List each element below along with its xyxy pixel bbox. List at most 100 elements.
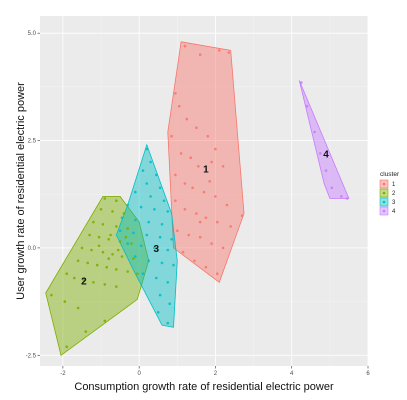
point-cluster-3 (153, 208, 156, 211)
point-cluster-2 (132, 257, 135, 260)
point-cluster-4 (340, 195, 343, 198)
point-cluster-1 (176, 229, 179, 232)
cluster-hull-1 (167, 41, 245, 283)
point-cluster-2 (90, 248, 93, 252)
point-cluster-1 (183, 44, 187, 48)
point-cluster-4 (324, 169, 328, 172)
y-axis-title: User growth rate of residential electric… (15, 82, 27, 300)
point-cluster-2 (115, 285, 118, 288)
cluster-label-1: 1 (203, 165, 209, 176)
x-tick-label: 4 (290, 371, 294, 377)
point-cluster-4 (330, 186, 334, 190)
point-cluster-1 (198, 235, 202, 239)
point-cluster-2 (63, 300, 67, 303)
point-cluster-3 (155, 276, 158, 280)
point-cluster-2 (84, 330, 88, 333)
x-tick-label: 2 (214, 371, 218, 377)
legend-key-point-2 (382, 191, 386, 195)
cluster-label-3: 3 (154, 244, 160, 255)
y-tick-label: 0.0 (28, 246, 37, 252)
legend-title: cluster (380, 171, 400, 178)
legend-label-1: 1 (392, 182, 396, 188)
point-cluster-2 (116, 248, 120, 252)
point-cluster-1 (198, 220, 202, 224)
point-cluster-2 (109, 233, 112, 237)
point-cluster-2 (126, 270, 129, 273)
point-cluster-2 (103, 197, 107, 200)
point-cluster-1 (221, 246, 225, 250)
point-cluster-4 (319, 152, 322, 155)
point-cluster-2 (111, 210, 114, 213)
point-cluster-2 (97, 244, 101, 248)
point-cluster-3 (160, 223, 164, 226)
legend-key-point-1 (382, 182, 386, 186)
legend: cluster 1 2 3 4 (379, 171, 400, 216)
point-cluster-2 (115, 268, 118, 271)
point-cluster-1 (208, 180, 211, 183)
point-cluster-1 (206, 134, 210, 138)
point-cluster-2 (124, 235, 128, 239)
point-cluster-1 (225, 203, 229, 207)
point-cluster-3 (158, 186, 162, 190)
point-cluster-1 (179, 152, 183, 155)
point-cluster-3 (145, 233, 149, 237)
point-cluster-2 (107, 257, 110, 260)
point-cluster-1 (174, 199, 177, 202)
point-cluster-3 (118, 229, 122, 232)
point-cluster-3 (134, 255, 137, 258)
point-cluster-2 (101, 250, 105, 254)
y-tick-label: 2.5 (28, 139, 37, 145)
point-cluster-3 (149, 195, 152, 198)
point-cluster-3 (139, 244, 143, 248)
y-tick-label: -2.5 (26, 353, 37, 359)
point-cluster-2 (92, 220, 95, 224)
point-cluster-3 (120, 216, 124, 220)
x-tick-label: 0 (137, 371, 141, 377)
point-cluster-2 (103, 319, 107, 323)
point-cluster-1 (214, 147, 217, 151)
point-cluster-2 (115, 225, 118, 228)
x-axis-title: Consumption growth rate of residential e… (74, 381, 334, 393)
point-cluster-3 (147, 259, 150, 263)
point-cluster-2 (115, 199, 118, 202)
point-cluster-2 (88, 233, 91, 237)
point-cluster-2 (92, 281, 95, 284)
legend-key-point-4 (382, 209, 386, 213)
point-cluster-1 (240, 214, 244, 217)
point-cluster-2 (122, 212, 126, 215)
x-tick-label: 6 (366, 371, 370, 377)
point-cluster-1 (183, 208, 187, 211)
legend-label-2: 2 (392, 191, 396, 197)
point-cluster-1 (195, 212, 198, 215)
point-cluster-1 (216, 272, 219, 276)
cluster-labels: 1 2 3 4 (81, 150, 329, 288)
point-cluster-3 (153, 246, 156, 250)
point-cluster-3 (156, 311, 160, 314)
point-cluster-1 (170, 134, 173, 138)
point-cluster-2 (73, 276, 76, 280)
point-cluster-2 (130, 242, 133, 245)
cluster-label-2: 2 (81, 276, 87, 287)
cluster-hull-4 (298, 80, 350, 199)
point-cluster-3 (155, 173, 158, 177)
point-cluster-2 (76, 306, 80, 310)
point-cluster-3 (166, 248, 170, 252)
point-cluster-2 (65, 345, 68, 349)
point-cluster-3 (126, 242, 129, 245)
point-cluster-3 (145, 182, 149, 185)
point-cluster-3 (168, 302, 171, 306)
point-cluster-2 (50, 293, 53, 297)
point-cluster-2 (86, 261, 89, 265)
point-cluster-4 (305, 104, 309, 108)
point-cluster-1 (187, 233, 190, 237)
point-cluster-3 (162, 199, 166, 202)
x-axis-ticks: -2 0 2 4 6 (60, 366, 370, 377)
point-cluster-2 (95, 263, 99, 267)
point-cluster-1 (221, 165, 225, 168)
y-axis-ticks: -2.5 0.0 2.5 5.0 (26, 31, 40, 359)
point-cluster-1 (210, 242, 213, 245)
point-cluster-2 (136, 272, 139, 276)
point-cluster-1 (185, 117, 189, 121)
point-cluster-1 (191, 186, 194, 190)
